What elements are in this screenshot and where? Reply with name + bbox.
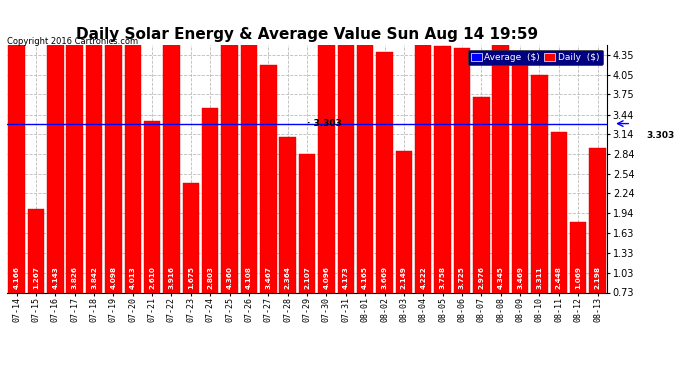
Bar — [493, 7, 509, 292]
Text: 1.069: 1.069 — [575, 266, 581, 289]
Bar — [8, 19, 25, 292]
Text: 4.360: 4.360 — [226, 266, 233, 289]
Text: 3.303: 3.303 — [647, 132, 674, 141]
Bar — [260, 65, 277, 292]
Bar — [124, 29, 141, 292]
Text: 3.916: 3.916 — [168, 266, 175, 289]
Text: 3.669: 3.669 — [382, 266, 388, 289]
Text: 4.173: 4.173 — [343, 267, 348, 289]
Bar — [105, 24, 121, 293]
Text: 4.345: 4.345 — [497, 266, 504, 289]
Text: Copyright 2016 Cartronics.com: Copyright 2016 Cartronics.com — [7, 38, 138, 46]
Text: 3.826: 3.826 — [72, 266, 78, 289]
Bar — [357, 19, 373, 292]
Bar — [512, 65, 529, 292]
Text: 2.149: 2.149 — [401, 266, 407, 289]
Bar — [86, 40, 102, 292]
Text: 1.267: 1.267 — [33, 266, 39, 289]
Text: 1.675: 1.675 — [188, 266, 194, 289]
Bar — [221, 6, 238, 292]
Text: 2.198: 2.198 — [595, 266, 600, 289]
Bar — [570, 222, 586, 292]
Bar — [47, 21, 63, 292]
Bar — [318, 24, 335, 293]
Bar — [415, 15, 431, 292]
Text: 4.096: 4.096 — [324, 266, 329, 289]
Title: Daily Solar Energy & Average Value Sun Aug 14 19:59: Daily Solar Energy & Average Value Sun A… — [76, 27, 538, 42]
Bar — [241, 23, 257, 293]
Text: 4.222: 4.222 — [420, 267, 426, 289]
Text: 2.803: 2.803 — [207, 266, 213, 289]
Bar — [531, 75, 548, 292]
Text: 4.013: 4.013 — [130, 267, 136, 289]
Text: 3.467: 3.467 — [266, 266, 271, 289]
Text: 2.107: 2.107 — [304, 267, 310, 289]
Bar — [376, 52, 393, 292]
Text: 4.098: 4.098 — [110, 266, 117, 289]
Text: 4.165: 4.165 — [362, 266, 368, 289]
Bar — [164, 35, 179, 292]
Bar — [337, 18, 354, 292]
Text: 3.725: 3.725 — [459, 266, 465, 289]
Bar — [299, 154, 315, 292]
Text: · 3.303: · 3.303 — [307, 119, 342, 128]
Text: 4.108: 4.108 — [246, 266, 252, 289]
Text: 4.166: 4.166 — [14, 266, 19, 289]
Bar — [589, 148, 606, 292]
Text: 4.143: 4.143 — [52, 267, 59, 289]
Text: 2.364: 2.364 — [285, 266, 290, 289]
Bar — [279, 137, 296, 292]
Legend: Average  ($), Daily  ($): Average ($), Daily ($) — [468, 50, 602, 65]
Text: 3.758: 3.758 — [440, 266, 446, 289]
Bar — [144, 121, 160, 292]
Bar — [183, 183, 199, 292]
Bar — [28, 209, 44, 292]
Bar — [473, 97, 490, 292]
Text: 3.469: 3.469 — [517, 266, 523, 289]
Text: 3.842: 3.842 — [91, 266, 97, 289]
Text: 2.610: 2.610 — [149, 266, 155, 289]
Text: 2.448: 2.448 — [555, 266, 562, 289]
Text: 2.976: 2.976 — [478, 266, 484, 289]
Bar — [454, 48, 470, 292]
Bar — [395, 152, 412, 292]
Bar — [435, 46, 451, 292]
Bar — [66, 41, 83, 292]
Text: 3.311: 3.311 — [536, 267, 542, 289]
Bar — [202, 108, 219, 292]
Bar — [551, 132, 567, 292]
